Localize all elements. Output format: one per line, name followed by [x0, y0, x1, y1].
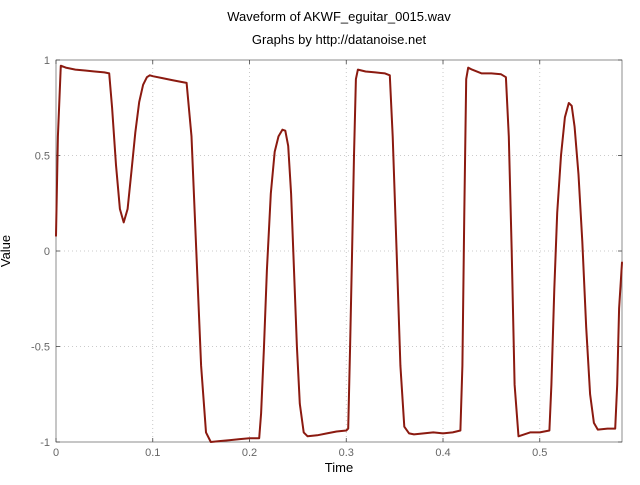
waveform-series-line: [55, 64, 623, 443]
y-tick-label: -1: [40, 437, 50, 449]
series-group: [55, 64, 623, 443]
axis-ticks: 0 0.1 0.2 0.3 0.4 0.5 -1 -0.5 0 0.5 1: [31, 55, 622, 459]
x-axis-label: Time: [325, 460, 353, 475]
chart-title: Waveform of AKWF_eguitar_0015.wav: [227, 9, 451, 24]
y-tick-label: -0.5: [31, 342, 50, 354]
x-tick-label: 0.4: [435, 447, 450, 459]
y-axis-label: Value: [0, 235, 13, 267]
y-tick-label: 0: [44, 246, 50, 258]
x-tick-label: 0.1: [145, 447, 160, 459]
y-tick-label: 0.5: [35, 151, 50, 163]
x-tick-label: 0.5: [532, 447, 547, 459]
x-tick-label: 0.3: [339, 447, 354, 459]
x-tick-label: 0: [53, 447, 59, 459]
y-tick-label: 1: [44, 55, 50, 67]
x-tick-label: 0.2: [242, 447, 257, 459]
chart-subtitle: Graphs by http://datanoise.net: [252, 32, 427, 47]
